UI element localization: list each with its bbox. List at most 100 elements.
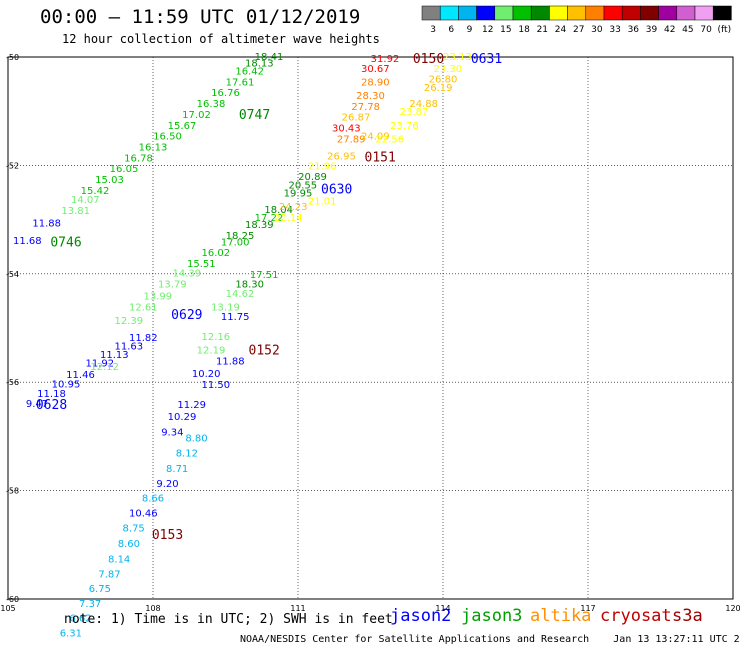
lat-tick-label: -54 [6, 270, 19, 279]
wave-height-value: 13.81 [61, 206, 90, 217]
wave-height-value: 11.82 [129, 333, 158, 344]
wave-height-value: 27.78 [351, 102, 380, 113]
pass-time-label: 0747 [239, 108, 270, 123]
wave-height-value: 23.87 [400, 107, 429, 118]
legend-altika: altika [530, 606, 592, 626]
wave-height-value: 14.62 [226, 289, 255, 300]
wave-height-value: 31.92 [371, 54, 400, 65]
wave-height-value: 9.20 [156, 479, 178, 490]
wave-height-value: 22.56 [376, 134, 405, 145]
wave-height-value: 11.88 [216, 357, 245, 368]
wave-height-value: 11.68 [13, 236, 42, 247]
footer-note: note: 1) Time is in UTC; 2) SWH is in fe… [64, 612, 393, 627]
wave-height-value: 12.16 [202, 332, 231, 343]
map-frame [7, 56, 734, 600]
wave-height-value: 26.19 [424, 83, 453, 94]
scale-label: 36 [628, 25, 640, 35]
wave-height-value: 24.88 [409, 99, 438, 110]
scale-label: 3 [430, 25, 436, 35]
pass-time-label: 0150 [413, 52, 444, 67]
wave-height-value: 11.13 [100, 350, 129, 361]
lon-tick-label: 111 [290, 604, 305, 613]
pass-time-label: 0630 [321, 183, 352, 198]
wave-height-value: 18.30 [235, 280, 264, 291]
series-jason2: 9.4711.1810.9511.4611.9211.1311.6311.821… [13, 52, 502, 438]
page-subtitle: 12 hour collection of altimeter wave hei… [62, 32, 380, 46]
wave-height-value: 15.42 [81, 186, 110, 197]
wave-height-value: 18.25 [226, 231, 255, 242]
wave-height-value: 17.61 [226, 77, 255, 88]
wave-height-value: 26.80 [429, 75, 458, 86]
lon-tick-label: 117 [580, 604, 595, 613]
wave-height-value: 10.20 [192, 369, 221, 380]
wave-height-value: 10.95 [52, 379, 81, 390]
wave-height-value: 23.30 [434, 64, 463, 75]
lon-tick-label: 108 [145, 604, 160, 613]
lon-tick-label: 114 [435, 604, 450, 613]
wave-height-value: 18.39 [245, 220, 274, 231]
wave-height-value: 12.19 [197, 346, 226, 357]
wave-height-value: 16.38 [197, 99, 226, 110]
wave-height-value: 11.92 [86, 359, 115, 370]
wave-height-value: 19.95 [284, 189, 313, 200]
wave-height-value: 17.22 [255, 213, 284, 224]
scale-label: 42 [664, 25, 675, 35]
wave-height-value: 17.02 [182, 110, 211, 121]
wave-height-value: 27.89 [337, 134, 366, 145]
wave-height-value: 20.89 [298, 172, 327, 183]
scale-label: 9 [467, 25, 473, 35]
legend-jason2: jason2 [390, 606, 452, 626]
wave-height-value: 8.80 [185, 433, 207, 444]
color-scale: 3 6 9 12 15 18 21 24 27 30 33 36 39 42 45 70 (ft) [421, 5, 732, 35]
lat-tick-label: -50 [6, 53, 19, 62]
wave-height-value: 11.63 [115, 341, 144, 352]
wave-height-value: 6.75 [89, 584, 111, 595]
wave-height-value: 26.87 [342, 113, 371, 124]
legend-jason3: jason3 [461, 606, 523, 626]
wave-height-value: 10.46 [129, 508, 158, 519]
wave-height-value: 18.04 [264, 205, 293, 216]
wave-height-value: 11.46 [66, 370, 95, 381]
scale-label: 18 [518, 25, 530, 35]
scale-label: 39 [646, 25, 658, 35]
wave-height-value: 12.12 [90, 362, 119, 373]
wave-height-value: 6.31 [60, 629, 82, 640]
wave-height-value: 15.51 [187, 259, 216, 270]
wave-height-value: 16.02 [202, 248, 231, 259]
wave-height-value: 8.66 [142, 494, 164, 505]
lon-tick-label: 120 [725, 604, 740, 613]
wave-height-value: 13.99 [144, 291, 173, 302]
wave-height-value: 13.19 [211, 302, 240, 313]
scale-label: 12 [482, 25, 493, 35]
pass-time-label: 0631 [471, 52, 502, 67]
wave-height-value: 12.39 [115, 316, 144, 327]
wave-height-value: 17.51 [250, 270, 279, 281]
wave-height-value: 24.09 [361, 132, 390, 143]
wave-height-value: 26.95 [327, 152, 356, 163]
wave-height-value: 6.62 [69, 613, 91, 624]
scale-label: 24 [555, 25, 567, 35]
wave-height-value: 21.96 [308, 161, 337, 172]
wave-height-value: 10.29 [168, 412, 197, 423]
scale-label: 30 [591, 25, 603, 35]
wave-height-value: 8.75 [123, 523, 145, 534]
scale-label: 27 [573, 25, 584, 35]
wave-height-value: 7.87 [98, 570, 120, 581]
wave-height-value: 8.14 [108, 554, 130, 565]
wave-height-value: 14.39 [173, 269, 202, 280]
wave-height-value: 23.13 [443, 52, 472, 63]
series-jason3: 13.8114.0715.4215.0316.0516.7816.1316.50… [50, 52, 312, 373]
page-title: 00:00 – 11:59 UTC 01/12/2019 [40, 6, 361, 28]
wave-height-value: 14.07 [71, 195, 100, 206]
wave-height-value: 8.60 [118, 539, 140, 550]
wave-height-value: 22.14 [274, 213, 303, 224]
pass-time-label: 0629 [171, 308, 202, 323]
scale-label: 15 [500, 25, 511, 35]
wave-height-value: 15.67 [168, 121, 197, 132]
lat-tick-label: -60 [6, 595, 19, 604]
wave-height-value: 16.13 [139, 142, 168, 153]
wave-height-value: 11.75 [221, 312, 250, 323]
wave-height-value: 12.61 [129, 302, 158, 313]
wave-height-value: 9.34 [161, 428, 183, 439]
